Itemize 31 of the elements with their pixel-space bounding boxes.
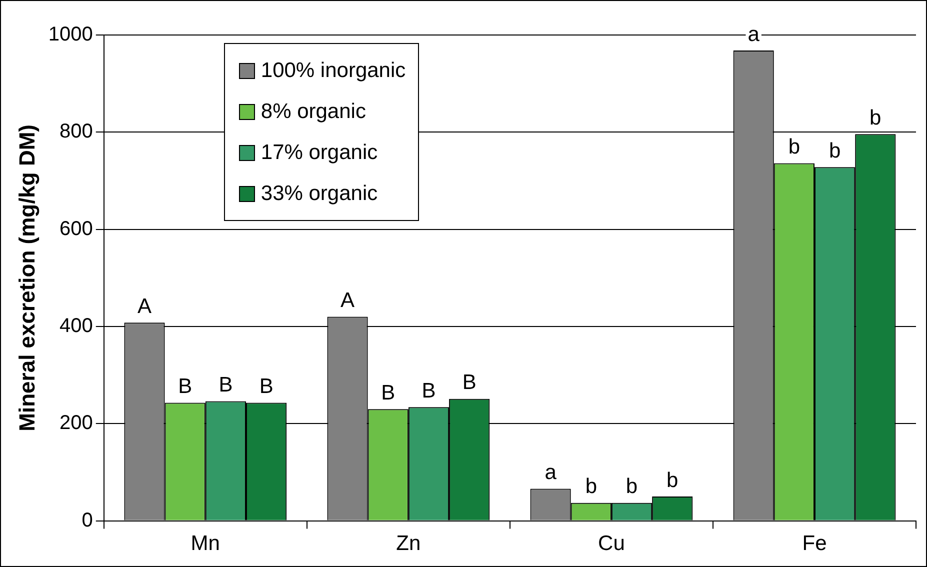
y-tick-label: 600 — [60, 218, 93, 240]
x-tick-label: Zn — [396, 532, 421, 556]
data-label: A — [137, 294, 152, 318]
data-label: A — [340, 289, 355, 312]
y-tick-label: 0 — [82, 509, 93, 532]
data-label: B — [381, 381, 396, 404]
legend-label: 100% inorganic — [260, 58, 406, 82]
data-label: b — [788, 136, 800, 159]
data-label: a — [748, 22, 760, 46]
legend-label: 17% organic — [260, 140, 378, 164]
x-tick-label: Cu — [598, 532, 625, 556]
legend-label: 33% organic — [260, 182, 378, 206]
y-tick-label: 200 — [60, 412, 93, 434]
data-label: B — [462, 371, 476, 394]
data-label: a — [544, 461, 557, 484]
y-axis-title: Mineral excretion (mg/kg DM) — [14, 124, 40, 432]
data-label: b — [585, 475, 597, 498]
y-tick-label: 800 — [60, 120, 93, 143]
data-label: b — [626, 475, 638, 498]
y-tick-label: 400 — [60, 314, 93, 337]
legend-label: 8% organic — [260, 100, 366, 124]
x-tick-label: Mn — [190, 532, 220, 556]
data-label: B — [218, 374, 233, 397]
data-label: b — [828, 139, 841, 162]
data-label: b — [666, 468, 678, 492]
x-tick-label: Fe — [802, 532, 827, 556]
data-label: B — [422, 379, 436, 402]
data-label: B — [178, 375, 192, 398]
data-label: B — [259, 375, 274, 398]
y-tick-label: 1000 — [48, 24, 93, 46]
data-label: b — [870, 106, 882, 130]
